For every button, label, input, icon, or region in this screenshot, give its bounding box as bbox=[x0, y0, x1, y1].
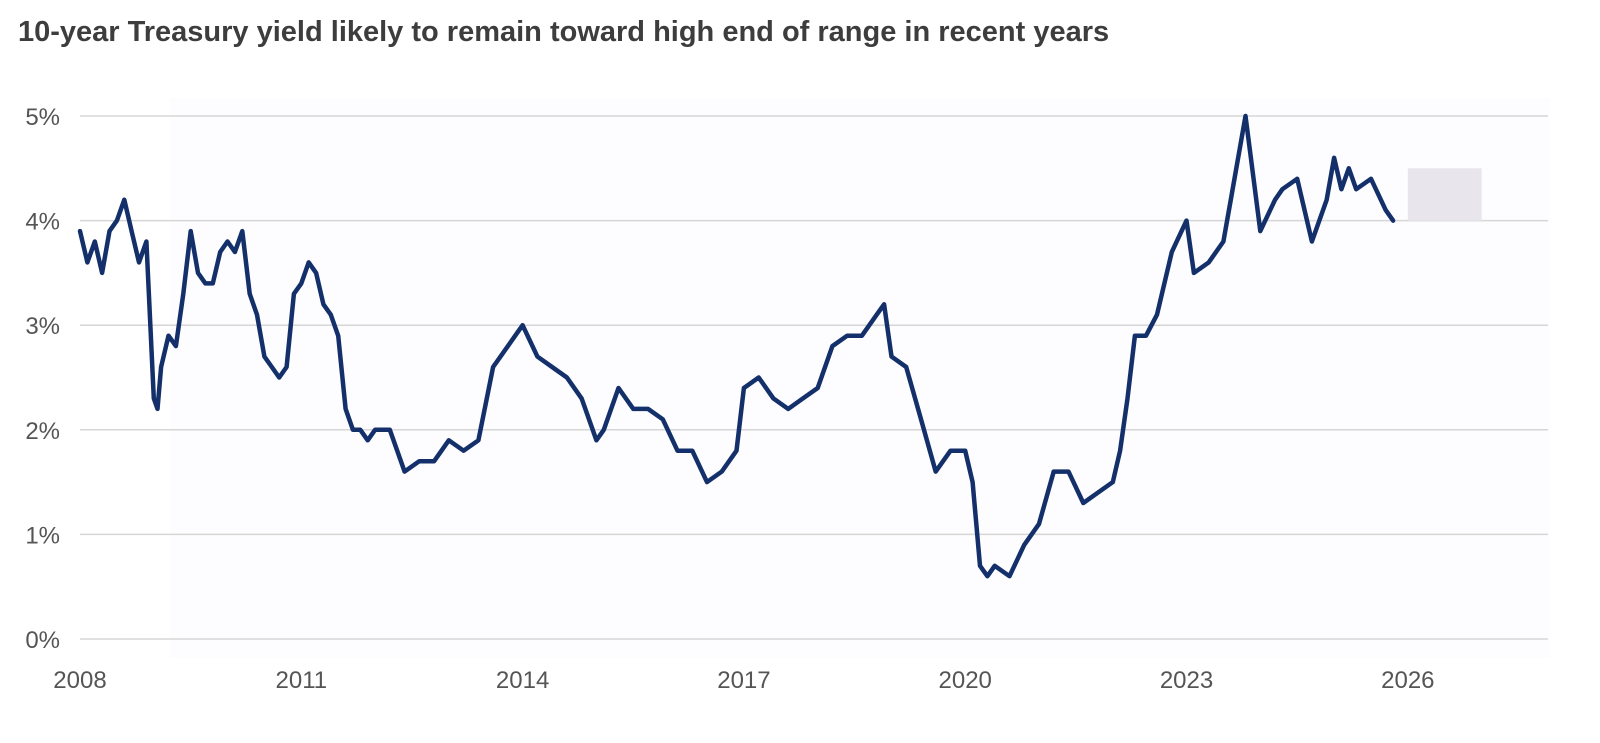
x-tick-label: 2011 bbox=[276, 667, 328, 694]
y-tick-label: 1% bbox=[25, 522, 60, 549]
y-tick-label: 4% bbox=[25, 209, 60, 236]
x-tick-label: 2008 bbox=[53, 667, 106, 694]
x-tick-label: 2026 bbox=[1381, 667, 1434, 694]
x-tick-label: 2014 bbox=[496, 667, 549, 694]
y-axis-ticks: 0% 1% 2% 3% 4% 5% bbox=[25, 104, 60, 654]
y-tick-label: 3% bbox=[25, 313, 60, 340]
x-tick-label: 2020 bbox=[939, 667, 992, 694]
y-tick-label: 0% bbox=[25, 627, 60, 654]
x-tick-label: 2023 bbox=[1160, 667, 1213, 694]
x-tick-label: 2017 bbox=[717, 667, 770, 694]
y-tick-label: 5% bbox=[25, 104, 60, 131]
gridlines bbox=[80, 115, 1548, 640]
series-layer bbox=[77, 113, 1396, 579]
plot-background bbox=[170, 98, 1550, 658]
y-tick-label: 2% bbox=[25, 418, 60, 445]
forecast-range bbox=[1407, 168, 1482, 221]
x-axis-ticks: 2008 2011 2014 2017 2020 2023 2026 bbox=[53, 667, 1434, 694]
forecast-range-band bbox=[1407, 168, 1482, 221]
yield-line bbox=[77, 113, 1396, 579]
chart-title: 10-year Treasury yield likely to remain … bbox=[18, 16, 1110, 48]
